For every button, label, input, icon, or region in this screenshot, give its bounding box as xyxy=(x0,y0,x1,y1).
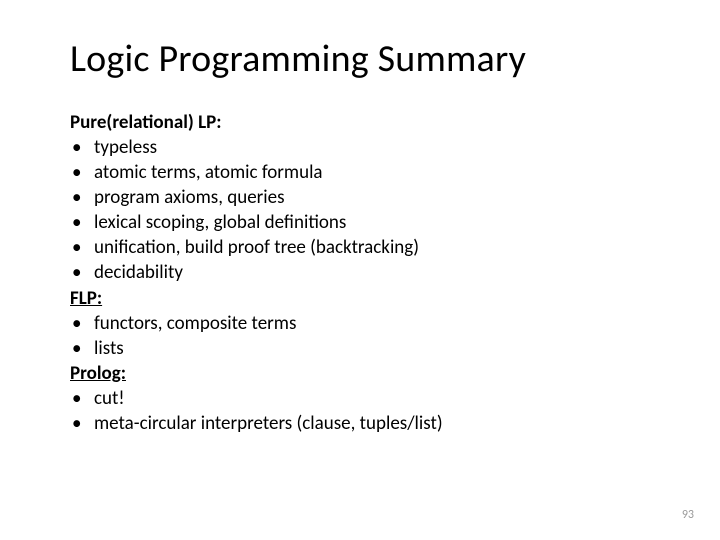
bullet-item: •decidability xyxy=(70,260,650,285)
bullet-mark: • xyxy=(70,411,94,436)
bullet-item: •typeless xyxy=(70,135,650,160)
bullet-mark: • xyxy=(70,386,94,411)
bullet-item: •unification, build proof tree (backtrac… xyxy=(70,235,650,260)
bullet-text: functors, composite terms xyxy=(94,311,650,336)
slide-title: Logic Programming Summary xyxy=(70,36,650,82)
page-number: 93 xyxy=(682,508,694,522)
bullet-item: •lexical scoping, global definitions xyxy=(70,210,650,235)
bullet-item: •cut! xyxy=(70,386,650,411)
bullet-mark: • xyxy=(70,210,94,235)
section-0-head: Pure(relational) LP: xyxy=(70,110,650,135)
bullet-item: •atomic terms, atomic formula xyxy=(70,160,650,185)
bullet-item: •program axioms, queries xyxy=(70,185,650,210)
bullet-mark: • xyxy=(70,160,94,185)
slide-body: Pure(relational) LP: •typeless •atomic t… xyxy=(70,110,650,436)
section-0: Pure(relational) LP: •typeless •atomic t… xyxy=(70,110,650,286)
bullet-text: typeless xyxy=(94,135,650,160)
bullet-mark: • xyxy=(70,336,94,361)
section-1-head: FLP: xyxy=(70,286,650,311)
bullet-mark: • xyxy=(70,260,94,285)
bullet-text: unification, build proof tree (backtrack… xyxy=(94,235,650,260)
bullet-item: •functors, composite terms xyxy=(70,311,650,336)
section-2-head: Prolog: xyxy=(70,361,650,386)
bullet-item: •meta-circular interpreters (clause, tup… xyxy=(70,411,650,436)
bullet-mark: • xyxy=(70,311,94,336)
bullet-text: meta-circular interpreters (clause, tupl… xyxy=(94,411,650,436)
bullet-text: program axioms, queries xyxy=(94,185,650,210)
bullet-mark: • xyxy=(70,185,94,210)
bullet-text: atomic terms, atomic formula xyxy=(94,160,650,185)
bullet-text: decidability xyxy=(94,260,650,285)
bullet-mark: • xyxy=(70,135,94,160)
slide: Logic Programming Summary Pure(relationa… xyxy=(0,0,720,540)
section-1: FLP: •functors, composite terms •lists xyxy=(70,286,650,361)
section-2: Prolog: •cut! •meta-circular interpreter… xyxy=(70,361,650,436)
bullet-text: lists xyxy=(94,336,650,361)
bullet-text: lexical scoping, global definitions xyxy=(94,210,650,235)
bullet-text: cut! xyxy=(94,386,650,411)
bullet-mark: • xyxy=(70,235,94,260)
bullet-item: •lists xyxy=(70,336,650,361)
